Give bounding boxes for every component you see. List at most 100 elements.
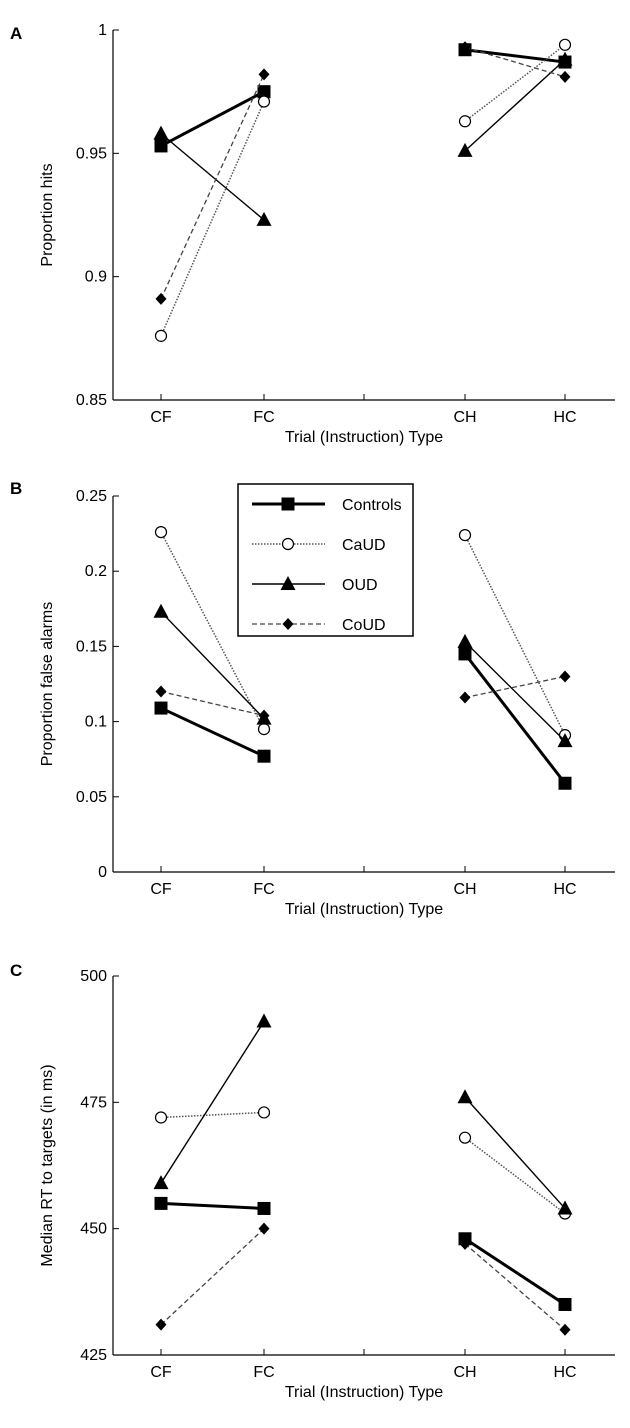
series-oud xyxy=(153,1013,573,1215)
data-point-caud xyxy=(257,1106,271,1119)
data-point-coud xyxy=(459,691,471,704)
data-point-controls xyxy=(558,776,572,790)
legend-label: CaUD xyxy=(342,537,386,554)
data-point-oud xyxy=(457,633,473,648)
chart-panel-a: A 0.85 0.9 0.95 1 CF FC CH HC Trial (Instruction)… xyxy=(10,22,615,446)
y-tick-label: 475 xyxy=(80,1094,107,1111)
series-controls xyxy=(154,1196,572,1311)
y-tick-label: 0.15 xyxy=(76,638,107,655)
x-axis-title: Trial (Instruction) Type xyxy=(285,901,443,918)
series-oud xyxy=(153,603,573,748)
data-point-caud xyxy=(458,529,472,542)
series-line-segment xyxy=(160,90,265,148)
data-point-coud xyxy=(155,1318,167,1331)
x-tick-label: CF xyxy=(150,1364,172,1381)
data-point-caud xyxy=(558,38,572,51)
series-coud xyxy=(155,41,571,305)
legend-marker xyxy=(282,618,294,630)
x-axis-title: Trial (Instruction) Type xyxy=(285,429,443,446)
legend-label: OUD xyxy=(342,577,378,594)
data-point-controls xyxy=(154,1196,168,1210)
data-point-oud xyxy=(457,1089,473,1104)
y-tick-label: 0.95 xyxy=(76,145,107,162)
y-tick-label: 0.9 xyxy=(85,269,107,286)
panel-letter: C xyxy=(10,961,22,980)
y-tick-label: 0.85 xyxy=(76,392,107,409)
data-point-coud xyxy=(258,1222,270,1235)
data-point-controls xyxy=(154,139,168,153)
series-line-segment xyxy=(464,59,566,152)
y-tick-label: 0.2 xyxy=(85,563,107,580)
legend-label: Controls xyxy=(342,497,402,514)
x-tick-label: FC xyxy=(253,881,274,898)
data-point-coud xyxy=(258,709,270,722)
series-line-segment xyxy=(160,133,265,221)
panel-letter: A xyxy=(10,24,22,43)
series-line-segment xyxy=(464,1096,566,1209)
data-point-caud xyxy=(154,525,168,539)
series-line-segment xyxy=(464,1243,566,1331)
series-line-segment xyxy=(464,534,566,736)
series-coud xyxy=(155,670,571,722)
data-point-caud xyxy=(154,1111,168,1124)
data-point-caud xyxy=(458,1131,472,1144)
series-line-segment xyxy=(464,675,566,699)
x-tick-label: HC xyxy=(553,1364,576,1381)
data-point-controls xyxy=(154,701,168,715)
legend-box xyxy=(237,483,414,637)
data-point-oud xyxy=(557,733,573,748)
y-tick-label: 425 xyxy=(80,1347,107,1364)
series-line-segment xyxy=(464,641,566,742)
series-controls xyxy=(154,43,572,153)
y-tick-label: 500 xyxy=(80,968,107,985)
legend-label: CoUD xyxy=(342,617,386,634)
y-axis-title: Proportion hits xyxy=(39,163,56,266)
x-tick-label: CH xyxy=(453,409,476,426)
data-point-caud xyxy=(257,723,271,736)
chart-panel-b: B 0 0.05 0.1 0.15 0.2 0.25 CF FC CH HC Trial (Instr… xyxy=(10,479,615,918)
series-line-segment xyxy=(160,1201,265,1210)
y-axis-title: Median RT to targets (in ms) xyxy=(39,1064,56,1266)
data-point-coud xyxy=(559,1323,571,1336)
series-line-segment xyxy=(463,653,567,785)
series-line-segment xyxy=(464,48,566,64)
x-tick-label: HC xyxy=(553,409,576,426)
data-point-controls xyxy=(257,85,271,99)
data-point-caud xyxy=(154,329,168,342)
series-line-segment xyxy=(160,1228,265,1326)
data-point-coud xyxy=(559,670,571,683)
y-tick-label: 0.25 xyxy=(76,488,107,505)
series-line-segment xyxy=(160,690,265,717)
y-tick-label: 0.1 xyxy=(85,714,107,731)
data-point-oud xyxy=(153,125,169,140)
data-point-oud xyxy=(153,603,169,618)
data-point-oud xyxy=(153,1175,169,1190)
data-point-oud xyxy=(557,51,573,66)
x-tick-label: HC xyxy=(553,881,576,898)
series-line-segment xyxy=(160,1021,265,1184)
data-point-coud xyxy=(559,70,571,83)
legend-marker xyxy=(281,537,295,551)
data-point-controls xyxy=(257,1201,271,1215)
series-line-segment xyxy=(160,531,265,730)
series-line-segment xyxy=(160,1111,265,1119)
x-tick-label: FC xyxy=(253,1364,274,1381)
data-point-caud xyxy=(257,95,271,108)
series-line-segment xyxy=(464,46,566,78)
series-caud xyxy=(154,38,572,342)
y-tick-label: 0.05 xyxy=(76,789,107,806)
data-point-coud xyxy=(258,68,270,81)
data-point-caud xyxy=(458,115,472,128)
y-tick-label: 450 xyxy=(80,1221,107,1238)
data-point-oud xyxy=(557,1200,573,1215)
y-axis-title: Proportion false alarms xyxy=(39,602,56,767)
x-tick-label: FC xyxy=(253,409,274,426)
data-point-coud xyxy=(155,685,167,698)
series-line-segment xyxy=(160,74,265,300)
x-tick-label: CH xyxy=(453,1364,476,1381)
data-point-coud xyxy=(459,1237,471,1250)
chart-panel-c: C 425 450 475 500 CF FC CH HC Trial (Instruction)… xyxy=(10,961,615,1401)
y-tick-label: 1 xyxy=(98,22,107,39)
x-axis-title: Trial (Instruction) Type xyxy=(285,1384,443,1401)
series-line-segment xyxy=(464,1237,566,1306)
